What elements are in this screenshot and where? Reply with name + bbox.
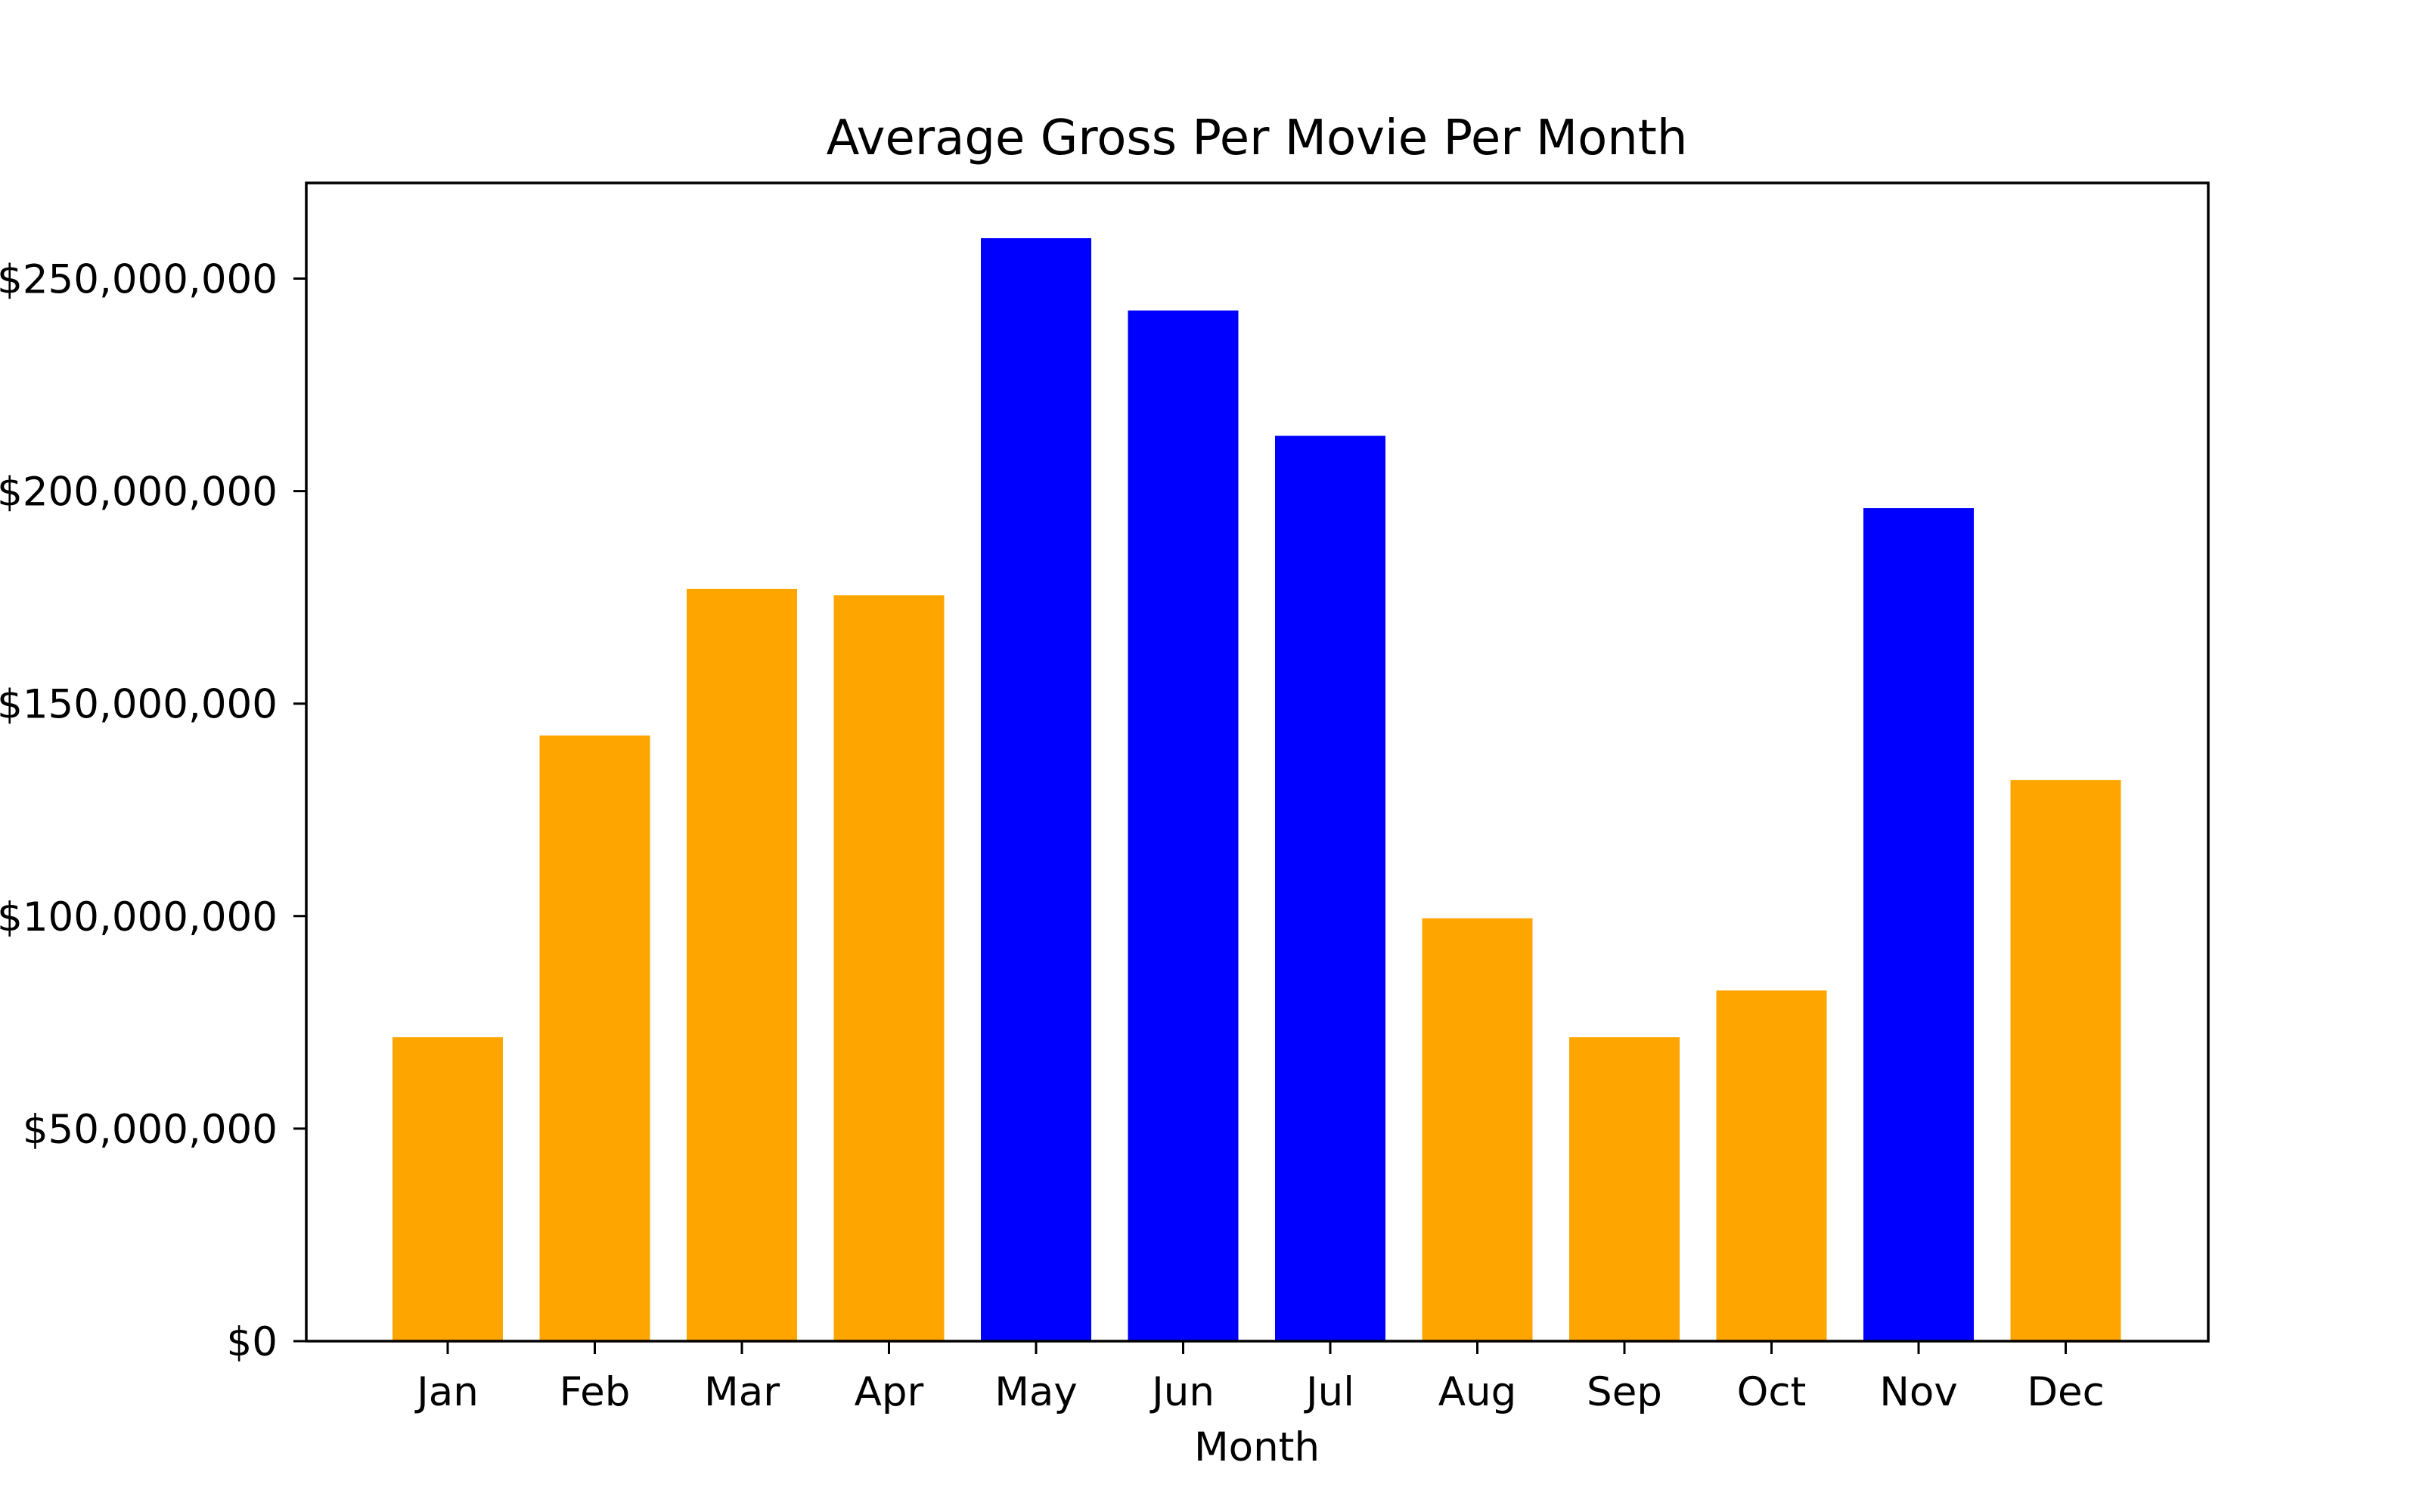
plot-frame bbox=[305, 181, 2210, 1343]
bar-apr bbox=[833, 595, 945, 1341]
y-tick-label: $0 bbox=[227, 1319, 278, 1365]
x-axis-ticks: Jan Feb Mar Apr May Jun Jul Aug Sep Oct Nov Dec bbox=[414, 1341, 2105, 1415]
x-tick-label: Jan bbox=[414, 1369, 479, 1415]
bar-may bbox=[981, 238, 1091, 1342]
bar-dec bbox=[2010, 779, 2121, 1341]
chart-title: Average Gross Per Movie Per Month bbox=[827, 110, 1688, 166]
bar-sep bbox=[1569, 1037, 1680, 1341]
bar-aug bbox=[1422, 918, 1533, 1341]
bar-mar bbox=[687, 588, 797, 1341]
bar-feb bbox=[539, 735, 650, 1341]
x-tick-label: Jul bbox=[1304, 1369, 1354, 1415]
x-tick-label: Dec bbox=[2027, 1369, 2105, 1415]
y-tick-label: $50,000,000 bbox=[23, 1107, 278, 1153]
x-tick-label: May bbox=[994, 1369, 1078, 1415]
bar-jan bbox=[392, 1037, 503, 1341]
y-tick-label: $100,000,000 bbox=[0, 894, 278, 940]
x-tick-label: Mar bbox=[704, 1369, 780, 1415]
x-tick-label: Jun bbox=[1150, 1369, 1215, 1415]
x-tick-label: Oct bbox=[1737, 1369, 1807, 1415]
bar-nov bbox=[1863, 508, 1974, 1341]
x-tick-label: Aug bbox=[1438, 1369, 1517, 1415]
bar-jul bbox=[1275, 435, 1385, 1342]
x-tick-label: Sep bbox=[1587, 1369, 1662, 1415]
y-tick-label: $200,000,000 bbox=[0, 469, 278, 516]
y-axis-ticks: $0 $50,000,000 $100,000,000 $150,000,000 $20… bbox=[0, 256, 306, 1365]
y-tick-label: $250,000,000 bbox=[0, 256, 278, 302]
x-tick-label: Feb bbox=[560, 1369, 631, 1415]
y-tick-label: $150,000,000 bbox=[0, 682, 278, 728]
bar-oct bbox=[1716, 990, 1827, 1341]
x-axis-label: Month bbox=[1194, 1424, 1320, 1470]
bar-jun bbox=[1128, 310, 1239, 1342]
x-tick-label: Apr bbox=[855, 1369, 924, 1415]
x-tick-label: Nov bbox=[1879, 1369, 1957, 1415]
bars-group bbox=[392, 238, 2121, 1342]
